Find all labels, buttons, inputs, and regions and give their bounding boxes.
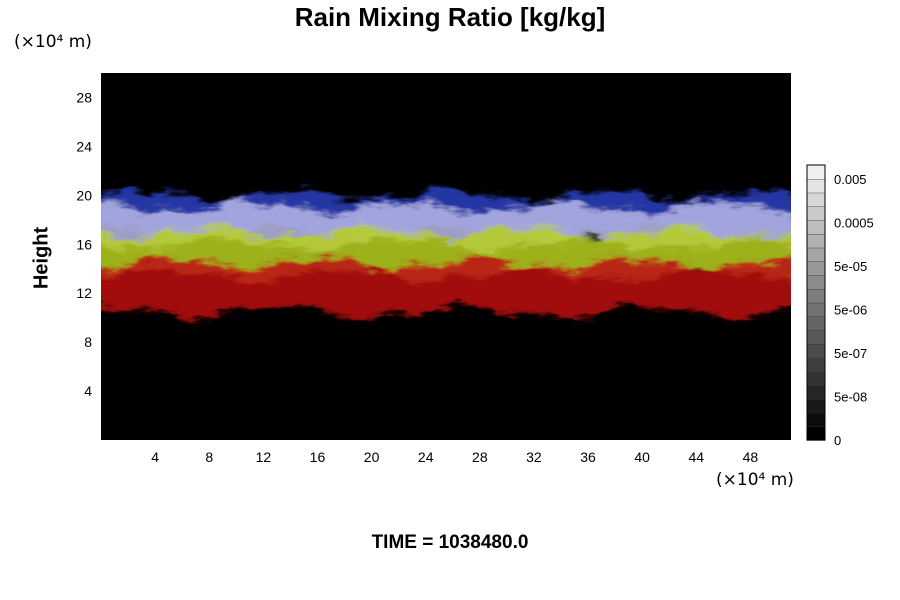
colorbar-cell <box>806 233 826 249</box>
colorbar-cell <box>806 288 826 304</box>
colorbar-cell <box>806 329 826 345</box>
x-tick-label: 16 <box>310 449 326 465</box>
colorbar-cell <box>806 371 826 386</box>
x-tick-label: 20 <box>364 449 380 465</box>
y-tick-label: 16 <box>76 236 92 252</box>
colorbar-tick-label: 5e-07 <box>834 346 867 361</box>
colorbar-cell <box>806 274 826 290</box>
colorbar-cell <box>806 316 826 331</box>
field-layer-3 <box>101 254 791 321</box>
chart-title: Rain Mixing Ratio [kg/kg] <box>294 2 606 32</box>
colorbar-cell <box>806 412 826 427</box>
colorbar-cell <box>806 302 826 317</box>
colorbar-cells <box>806 164 826 441</box>
rain-field <box>101 187 791 321</box>
x-axis-ticks: 4 8 12 16 20 24 28 32 36 40 44 48 <box>151 449 758 465</box>
x-tick-label: 36 <box>580 449 596 465</box>
colorbar-cell <box>806 384 826 400</box>
x-tick-label: 44 <box>689 449 705 465</box>
time-readout: TIME = 1038480.0 <box>371 532 529 553</box>
y-tick-label: 20 <box>76 187 92 203</box>
x-tick-label: 28 <box>472 449 488 465</box>
colorbar-tick-label: 5e-06 <box>834 303 867 318</box>
colorbar-cell <box>806 206 826 221</box>
colorbar-cell <box>806 261 826 276</box>
colorbar-cell <box>806 247 826 262</box>
colorbar-cell <box>806 357 826 372</box>
colorbar-cell <box>806 219 826 235</box>
colorbar-cell <box>806 178 826 194</box>
colorbar-cell <box>806 192 826 207</box>
colorbar-labels: 0.005 0.0005 5e-05 5e-06 5e-07 5e-08 0 <box>834 172 874 448</box>
y-axis-units: (×10⁴ m) <box>14 32 92 52</box>
x-axis-units: (×10⁴ m) <box>716 470 794 490</box>
colorbar-tick-label: 5e-05 <box>834 259 867 274</box>
colorbar-tick-label: 0.0005 <box>834 216 874 231</box>
y-tick-label: 28 <box>76 89 92 105</box>
colorbar-cell <box>806 398 826 414</box>
colorbar-tick-label: 5e-08 <box>834 390 867 405</box>
x-tick-label: 32 <box>526 449 542 465</box>
colorbar-frame <box>806 164 826 441</box>
colorbar-cell <box>806 164 826 180</box>
x-tick-label: 4 <box>151 449 159 465</box>
y-tick-label: 8 <box>84 334 92 350</box>
y-tick-label: 4 <box>84 383 92 399</box>
y-axis-ticks: 4 8 12 16 20 24 28 <box>76 89 92 399</box>
y-tick-label: 24 <box>76 138 92 154</box>
x-tick-label: 48 <box>743 449 759 465</box>
x-tick-label: 12 <box>256 449 272 465</box>
colorbar-cell <box>806 343 826 359</box>
colorbar-cell <box>806 426 826 441</box>
x-tick-label: 24 <box>418 449 434 465</box>
colorbar-tick-label: 0 <box>834 433 841 448</box>
x-tick-label: 40 <box>634 449 650 465</box>
x-tick-label: 8 <box>205 449 213 465</box>
colorbar-tick-label: 0.005 <box>834 172 867 187</box>
y-tick-label: 12 <box>76 285 92 301</box>
